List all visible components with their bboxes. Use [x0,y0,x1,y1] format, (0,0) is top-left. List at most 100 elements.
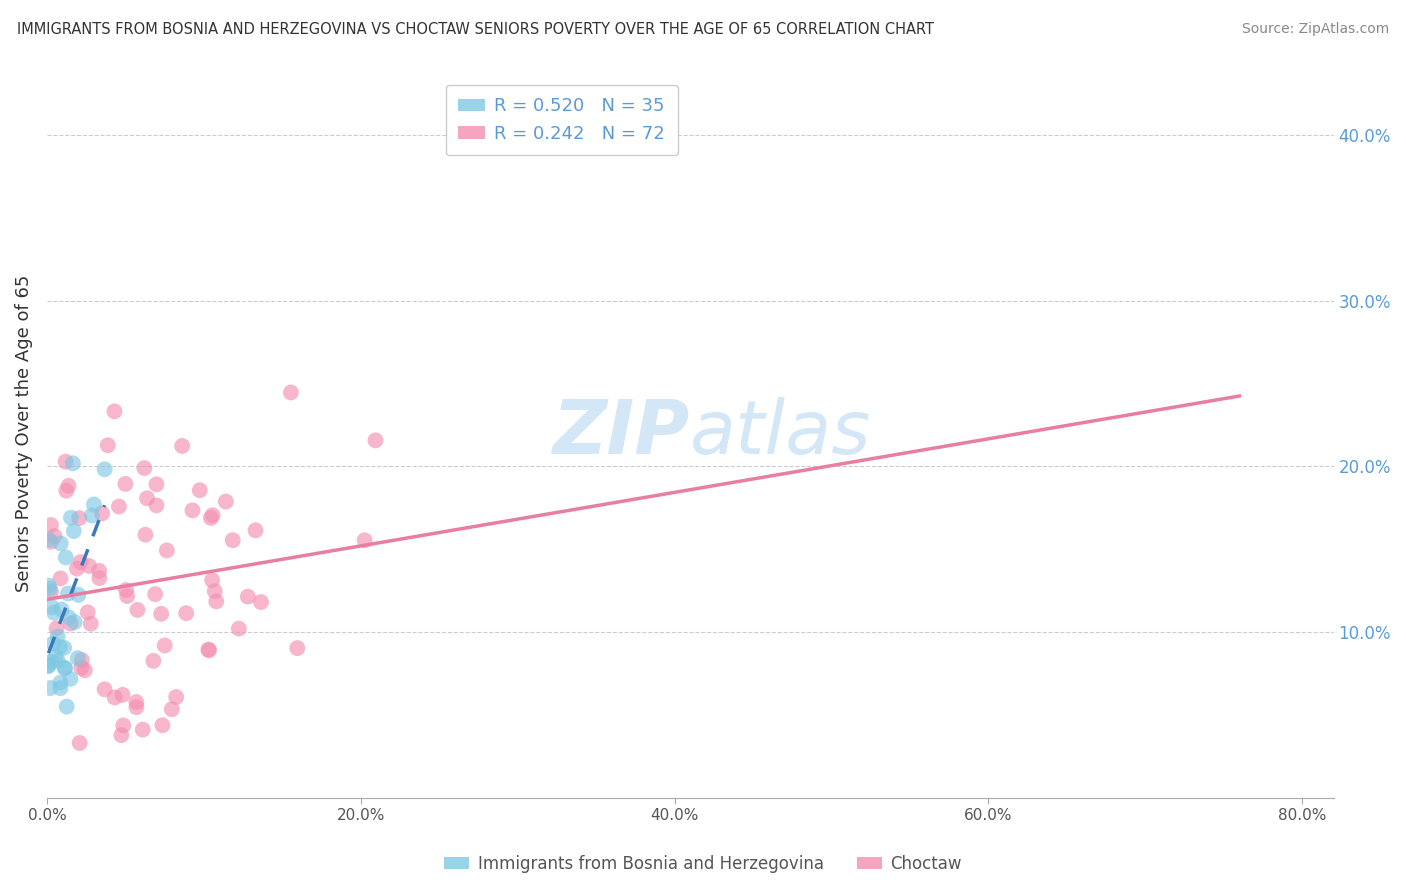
Point [285,641,308,656]
Point [143,587,166,601]
Point [205,594,228,608]
Point [67,511,90,525]
Point [53,640,76,655]
Point [42,636,65,650]
Point [134,461,156,475]
Point [160,702,183,716]
Point [55,550,77,565]
Point [93,682,115,697]
Point [39,534,62,549]
Point [172,439,194,453]
Legend: R = 0.520   N = 35, R = 0.242   N = 72: R = 0.520 N = 35, R = 0.242 N = 72 [446,85,678,155]
Point [132,723,155,737]
Y-axis label: Seniors Poverty Over the Age of 65: Seniors Poverty Over the Age of 65 [15,275,32,592]
Point [115,582,138,597]
Point [201,573,224,587]
Point [39,584,62,599]
Point [201,508,224,523]
Point [91,507,114,521]
Point [49,675,72,690]
Point [58,610,80,624]
Point [222,533,245,548]
Point [59,672,82,686]
Point [104,690,127,705]
Point [38,578,60,592]
Point [353,533,375,548]
Point [156,543,179,558]
Point [114,476,136,491]
Point [70,653,93,667]
Point [97,438,120,452]
Point [41,600,63,615]
Point [145,477,167,491]
Point [134,527,156,541]
Point [136,491,159,506]
Point [80,616,103,631]
Point [198,643,221,657]
Point [62,456,84,470]
Point [46,630,69,644]
Point [69,736,91,750]
Point [125,695,148,709]
Point [53,661,76,675]
Point [45,649,67,664]
Point [51,602,73,616]
Point [66,651,89,665]
Point [112,718,135,732]
Point [93,462,115,476]
Point [45,621,67,635]
Point [197,642,219,657]
Text: Source: ZipAtlas.com: Source: ZipAtlas.com [1241,22,1389,37]
Point [145,499,167,513]
Point [49,571,72,585]
Point [38,582,60,596]
Point [42,606,65,620]
Point [200,511,222,525]
Point [44,529,66,543]
Point [73,663,96,677]
Point [55,483,77,498]
Point [125,700,148,714]
Point [364,434,387,448]
Point [37,659,59,673]
Point [108,500,131,514]
Point [80,508,103,523]
Point [63,615,86,629]
Point [39,655,62,669]
Point [58,479,80,493]
Point [55,699,77,714]
Point [56,586,79,600]
Legend: Immigrants from Bosnia and Herzegovina, Choctaw: Immigrants from Bosnia and Herzegovina, … [437,848,969,880]
Point [49,640,72,654]
Point [39,518,62,533]
Point [49,681,72,695]
Point [67,588,90,602]
Point [142,654,165,668]
Point [46,654,69,668]
Point [204,584,226,599]
Point [49,536,72,550]
Point [59,510,82,524]
Point [111,688,134,702]
Text: IMMIGRANTS FROM BOSNIA AND HERZEGOVINA VS CHOCTAW SENIORS POVERTY OVER THE AGE O: IMMIGRANTS FROM BOSNIA AND HERZEGOVINA V… [17,22,934,37]
Point [70,661,93,675]
Point [245,524,267,538]
Point [37,658,59,673]
Point [66,561,89,575]
Text: ZIP: ZIP [553,397,690,470]
Point [115,589,138,603]
Point [53,661,76,675]
Point [165,690,187,704]
Point [215,494,238,508]
Point [250,595,273,609]
Point [110,728,132,742]
Text: atlas: atlas [690,397,872,469]
Point [280,385,302,400]
Point [236,590,259,604]
Point [152,718,174,732]
Point [174,606,197,620]
Point [55,455,77,469]
Point [228,622,250,636]
Point [69,555,91,569]
Point [62,524,84,538]
